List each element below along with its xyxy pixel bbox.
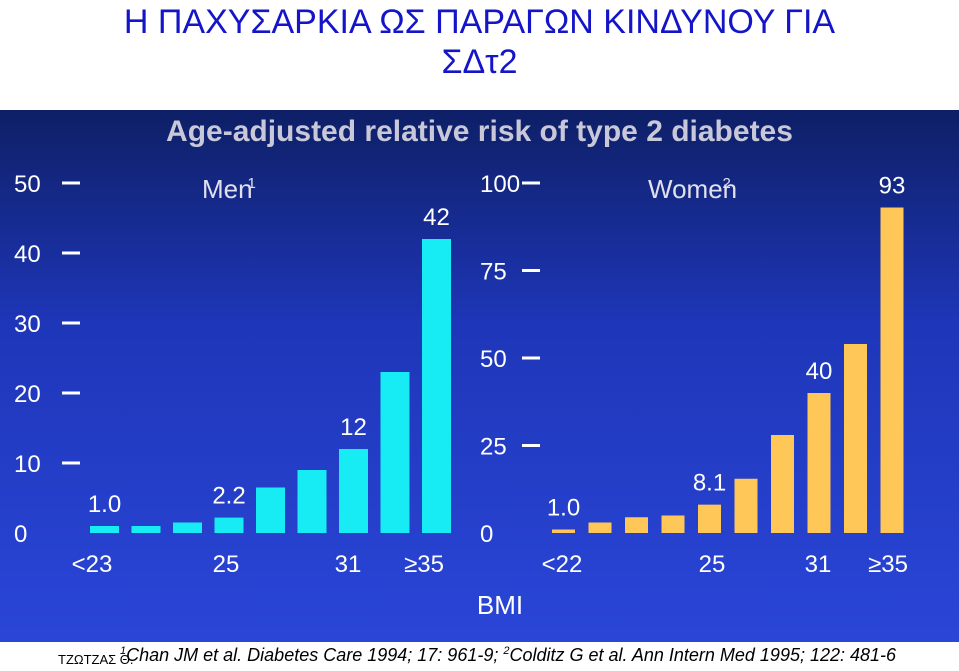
women-bar xyxy=(661,515,685,533)
men-panel-title-sup: 1 xyxy=(248,175,256,192)
men-bar-value-label: 1.0 xyxy=(88,491,121,518)
men-bar-value-label: 12 xyxy=(340,414,367,441)
men-bar xyxy=(214,517,244,533)
women-ytick-label: 0 xyxy=(480,521,493,548)
men-bar-value-label: 42 xyxy=(423,204,450,231)
men-xtick-label: 25 xyxy=(213,551,240,578)
men-ytick-label: 20 xyxy=(14,381,41,408)
men-bar xyxy=(297,470,327,533)
women-ytick-label: 50 xyxy=(480,346,507,373)
women-bar xyxy=(734,478,758,533)
page-title-line-2: ΣΔτ2 xyxy=(441,43,518,81)
men-bar xyxy=(173,522,202,533)
women-bar-value-label: 40 xyxy=(806,358,833,385)
footnote: 1Chan JM et al. Diabetes Care 1994; 17: … xyxy=(120,645,896,666)
women-bar xyxy=(771,435,794,533)
men-bar xyxy=(422,239,451,533)
footnote-text-2: Colditz G et al. Ann Intern Med 1995; 12… xyxy=(509,645,897,665)
chart-title: Age-adjusted relative risk of type 2 dia… xyxy=(166,115,793,148)
men-ytick-label: 50 xyxy=(14,171,41,198)
men-bar xyxy=(380,372,410,533)
men-bar xyxy=(256,487,285,533)
chart-panel xyxy=(0,110,959,642)
footnote-text-1: Chan JM et al. Diabetes Care 1994; 17: 9… xyxy=(126,645,504,665)
men-xtick-label: ≥35 xyxy=(404,551,444,578)
women-xtick-label: 25 xyxy=(699,551,726,578)
men-ytick-label: 40 xyxy=(14,241,41,268)
men-bar xyxy=(131,526,161,533)
women-ytick-label: 25 xyxy=(480,434,507,461)
women-bar-value-label: 93 xyxy=(879,173,906,200)
women-bar xyxy=(807,393,831,533)
x-axis-label: BMI xyxy=(477,590,523,620)
men-ytick-label: 10 xyxy=(14,451,41,478)
page-title: Η ΠΑΧΥΣΑΡΚΙΑ ΩΣ ΠΑΡΑΓΩΝ ΚΙΝΔΥΝΟΥ ΓΙΑ ΣΔτ… xyxy=(0,2,959,82)
women-xtick-label: ≥35 xyxy=(868,551,908,578)
women-bar-value-label: 1.0 xyxy=(547,495,580,522)
footnote-ref-2: 2 xyxy=(503,645,510,657)
women-xtick-label: 31 xyxy=(805,551,832,578)
men-bar xyxy=(90,526,119,533)
author-label: ΤΖΩΤΖΑΣ Θ. xyxy=(58,652,134,667)
men-panel-title: Men xyxy=(202,174,253,204)
women-bar xyxy=(552,529,575,533)
men-xtick-label: 31 xyxy=(335,551,362,578)
women-bar xyxy=(698,504,721,533)
women-bar xyxy=(844,344,867,533)
page-title-line-1: Η ΠΑΧΥΣΑΡΚΙΑ ΩΣ ΠΑΡΑΓΩΝ ΚΙΝΔΥΝΟΥ ΓΙΑ xyxy=(123,3,836,41)
men-ytick-label: 0 xyxy=(14,521,27,548)
women-panel-title-sup: 2 xyxy=(723,175,731,192)
women-ytick-label: 100 xyxy=(480,171,520,198)
women-xtick-label: <22 xyxy=(542,551,583,578)
women-bar-value-label: 8.1 xyxy=(693,470,726,497)
footnote-ref-1: 1 xyxy=(120,645,127,657)
men-bar-value-label: 2.2 xyxy=(212,483,245,510)
men-xtick-label: <23 xyxy=(72,551,113,578)
women-bar xyxy=(588,522,612,533)
women-bar xyxy=(880,207,904,533)
women-ytick-label: 75 xyxy=(480,259,507,286)
men-bar xyxy=(339,449,368,533)
men-ytick-label: 30 xyxy=(14,311,41,338)
women-bar xyxy=(625,517,648,533)
women-panel-title: Women xyxy=(648,174,737,204)
